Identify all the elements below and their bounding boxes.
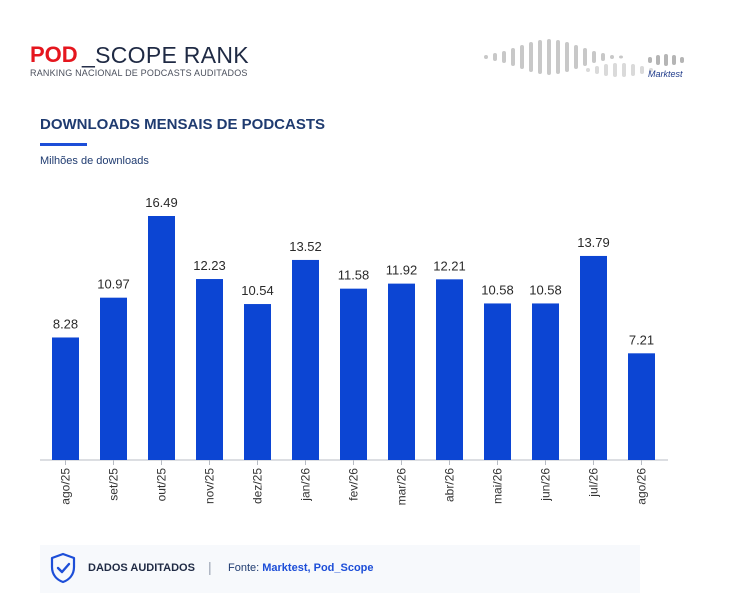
data-label: 10.58	[481, 282, 514, 297]
wave-bar	[484, 55, 488, 59]
wave-bar	[672, 55, 676, 65]
wave-bar	[613, 63, 617, 77]
x-tick-label: jul/26	[587, 468, 601, 498]
data-label: 7.21	[629, 332, 654, 347]
x-tick-label: abr/26	[443, 468, 457, 502]
wave-bar	[649, 68, 653, 72]
source-label: Fonte:	[228, 562, 260, 574]
wave-bar	[610, 55, 614, 59]
data-label: 11.92	[386, 263, 418, 278]
wave-bar	[493, 53, 497, 61]
wave-bar	[565, 42, 569, 72]
audited-data-label: DADOS AUDITADOS	[88, 562, 195, 574]
wave-bar	[656, 55, 660, 65]
footer-separator: |	[208, 559, 212, 575]
data-label: 12.23	[193, 258, 226, 273]
wave-bar	[547, 39, 551, 75]
bar-mai-26	[484, 303, 511, 460]
data-label: 10.58	[529, 282, 562, 297]
wave-bar	[640, 66, 644, 74]
wave-bar	[604, 64, 608, 76]
bar-jul-26	[580, 255, 607, 460]
wave-bar	[622, 63, 626, 77]
data-label: 10.54	[241, 283, 274, 298]
bar-ago-26	[628, 353, 655, 460]
x-tick-label: jun/26	[539, 468, 553, 502]
pod-logo-text: POD	[30, 43, 78, 65]
x-tick-label: set/25	[107, 468, 121, 501]
chart-title: DOWNLOADS MENSAIS DE PODCASTS	[40, 116, 326, 133]
wave-bar	[680, 57, 684, 63]
bar-abr-26	[436, 279, 463, 460]
sound-wave-icon	[484, 39, 684, 77]
bar-fev-26	[340, 288, 367, 460]
wave-bar	[529, 42, 533, 72]
data-label: 16.49	[145, 195, 178, 210]
footer-bar: DADOS AUDITADOS | Fonte: Marktest, Pod_S…	[40, 545, 640, 593]
data-label: 13.79	[577, 235, 610, 250]
bar-nov-25	[196, 279, 223, 460]
data-label: 10.97	[97, 277, 130, 292]
data-label: 12.21	[433, 258, 466, 273]
source-value: Marktest, Pod_Scope	[262, 562, 374, 574]
bar-ago-25	[52, 337, 79, 460]
wave-bar	[592, 51, 596, 63]
pod-logo-icon: POD	[30, 43, 78, 65]
wave-bar	[631, 64, 635, 76]
title-underline	[40, 143, 87, 146]
brand-logo: POD _SCOPE RANK RANKING NACIONAL DE PODC…	[30, 42, 290, 82]
wave-bar	[648, 57, 652, 63]
partner-logo-text: Marktest	[648, 69, 683, 79]
source-text: Fonte: Marktest, Pod_Scope	[228, 562, 374, 574]
wave-bar	[601, 53, 605, 61]
logo-subtitle: RANKING NACIONAL DE PODCASTS AUDITADOS	[30, 68, 248, 78]
wave-bar	[574, 45, 578, 69]
wave-bar	[538, 40, 542, 74]
wave-bar	[583, 48, 587, 66]
wave-bar	[619, 55, 623, 59]
wave-bar	[664, 54, 668, 66]
wave-bar	[556, 40, 560, 74]
wave-bar	[586, 68, 590, 72]
y-axis-label: Milhões de downloads	[40, 155, 149, 167]
bar-jan-26	[292, 259, 319, 460]
x-tick-label: mar/26	[395, 468, 409, 506]
bar-jun-26	[532, 303, 559, 460]
bar-mar-26	[388, 283, 415, 460]
wave-bar	[520, 45, 524, 69]
x-tick-label: ago/25	[59, 468, 73, 505]
x-tick-label: jan/26	[299, 468, 313, 502]
x-tick-label: mai/26	[491, 468, 505, 504]
x-tick-label: nov/25	[203, 468, 217, 504]
logo-title: _SCOPE RANK	[82, 42, 249, 68]
x-tick-label: ago/26	[635, 468, 649, 505]
wave-bar	[511, 48, 515, 66]
x-tick-label: dez/25	[251, 468, 265, 504]
data-label: 11.58	[338, 268, 370, 283]
wave-bar	[502, 51, 506, 63]
bar-set-25	[100, 297, 127, 460]
shield-check-icon	[50, 552, 76, 584]
wave-bar	[595, 66, 599, 74]
x-tick-label: fev/26	[347, 468, 361, 501]
x-tick-label: out/25	[155, 468, 169, 502]
bar-out-25	[148, 216, 175, 460]
data-label: 13.52	[289, 239, 322, 254]
data-label: 8.28	[53, 316, 78, 331]
bar-dez-25	[244, 304, 271, 460]
